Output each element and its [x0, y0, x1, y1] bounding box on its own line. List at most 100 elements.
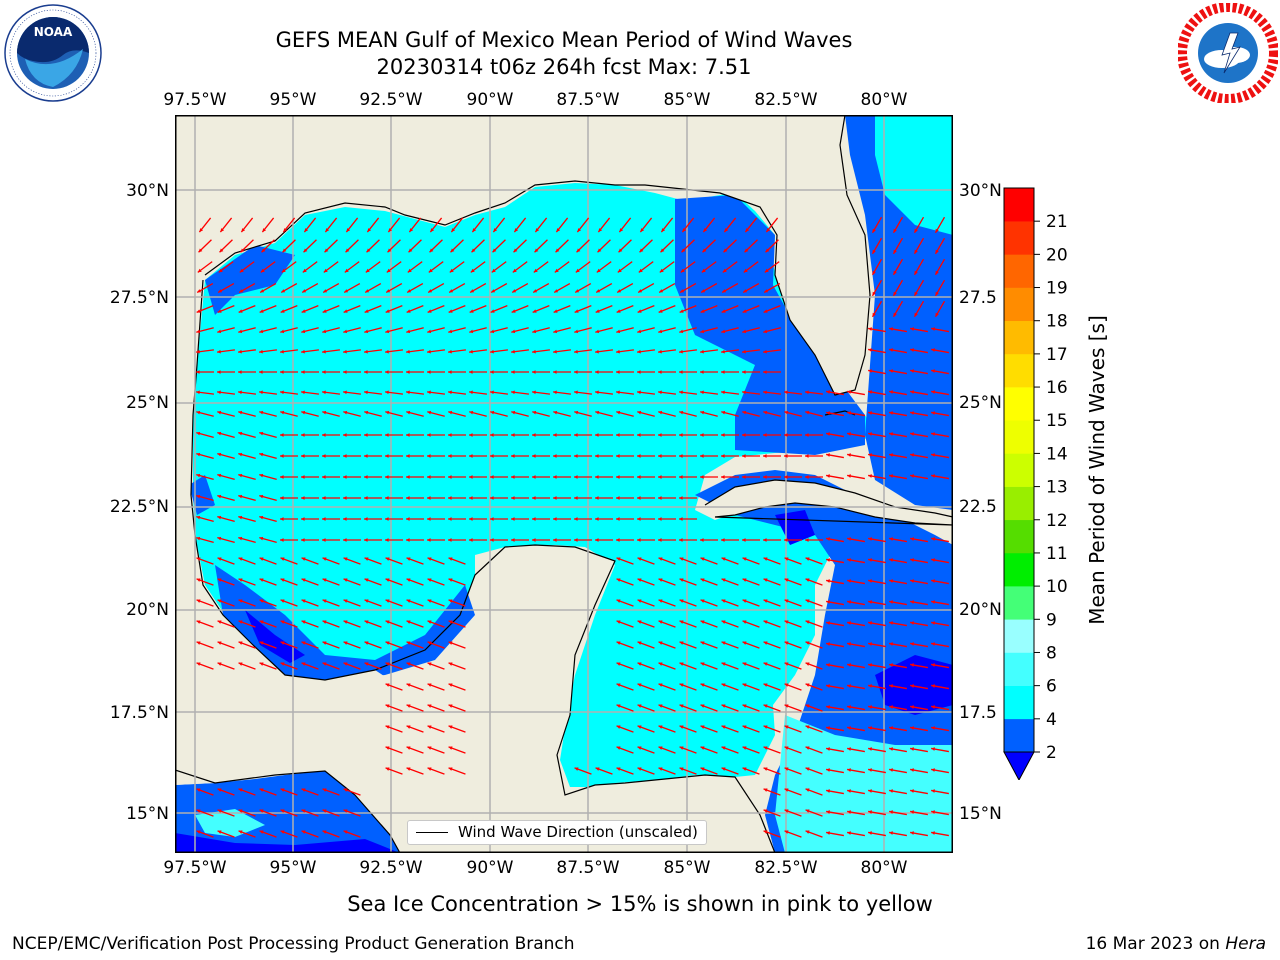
wind-arrow-head: [784, 662, 789, 666]
wind-arrow-head: [385, 496, 389, 500]
wind-arrow-head: [260, 289, 265, 293]
wind-arrow-head: [304, 228, 309, 233]
wind-arrow-head: [364, 475, 368, 479]
wind-arrow-head: [385, 683, 390, 687]
wind-arrow-head: [533, 289, 538, 293]
wind-arrow-head: [448, 370, 452, 374]
wind-arrow-head: [658, 557, 663, 561]
wind-arrow-head: [259, 431, 264, 436]
wind-arrow-head: [532, 329, 537, 334]
wind-arrow-head: [784, 578, 789, 582]
wind-arrow-head: [574, 475, 578, 479]
colorbar-box: [1004, 619, 1034, 653]
wind-arrow-head: [805, 704, 810, 708]
wind-arrow-head: [931, 390, 935, 394]
wind-arrow-head: [448, 538, 452, 542]
wind-arrow-head: [847, 453, 851, 457]
wind-arrow-head: [784, 746, 789, 750]
wind-arrow-head: [427, 641, 432, 645]
wind-arrow-head: [721, 704, 726, 708]
wind-arrow-head: [427, 557, 432, 561]
wind-arrow-head: [301, 475, 305, 479]
wind-arrow-head: [490, 517, 494, 521]
wind-arrow-head: [448, 517, 452, 521]
wind-arrow-head: [282, 248, 287, 253]
wind-arrow-head: [658, 746, 663, 750]
wind-arrow-head: [805, 410, 810, 415]
wind-arrow-head: [406, 746, 411, 750]
wind-arrow-head: [217, 329, 222, 334]
nearshore-deep-water: [245, 610, 305, 663]
lat-tick: 17.5: [959, 703, 997, 723]
wind-arrow-head: [679, 578, 684, 582]
wind-arrow-head: [826, 600, 830, 604]
wind-arrow-head: [910, 369, 914, 373]
wind-arrow-head: [619, 228, 624, 233]
wind-arrow-head: [910, 684, 914, 688]
wind-arrow-head: [805, 788, 810, 792]
wind-arrow-head: [805, 809, 810, 813]
colorbar-tick-label: 12: [1046, 511, 1068, 531]
wind-arrow-head: [280, 410, 285, 415]
wind-arrow-head: [574, 390, 578, 395]
wind-arrow-head: [490, 329, 495, 334]
wind-arrow-head: [763, 599, 768, 603]
wind-arrow-head: [343, 390, 347, 395]
wind-arrow-head: [595, 538, 599, 542]
wind-arrow-head: [658, 410, 663, 415]
wind-arrow-head: [406, 599, 411, 603]
wind-arrow-head: [637, 329, 642, 334]
wind-arrow-head: [240, 248, 245, 253]
lon-tick: 92.5°W: [359, 858, 423, 878]
wind-arrow-head: [387, 248, 392, 253]
wind-arrow-head: [595, 370, 599, 374]
caribbean-light-water: [775, 715, 953, 853]
wind-arrow-head: [301, 599, 306, 603]
wind-arrow-head: [868, 348, 872, 352]
wind-arrow-head: [427, 767, 432, 771]
wind-arrow-head: [910, 411, 914, 415]
wind-arrow-head: [935, 312, 939, 317]
wind-arrow-head: [658, 704, 663, 708]
wind-arrow-head: [343, 788, 348, 792]
wind-arrow-head: [325, 228, 330, 233]
wind-arrow-head: [763, 454, 767, 458]
wind-arrow-head: [428, 289, 433, 293]
wind-arrow-head: [532, 349, 536, 354]
wind-arrow-head: [343, 662, 348, 666]
wind-arrow-head: [322, 788, 327, 792]
wind-arrow-head: [763, 349, 767, 354]
colorbar-box: [1004, 552, 1034, 587]
wind-arrow-head: [910, 432, 914, 436]
wind-arrow-head: [472, 228, 477, 233]
wind-arrow-head: [893, 312, 897, 317]
wind-arrow-head: [490, 390, 494, 395]
wind-arrow-head: [196, 536, 201, 541]
wind-arrow-head: [805, 390, 809, 395]
wind-arrow-head: [280, 370, 284, 374]
wind-arrow-head: [910, 474, 914, 478]
wind-arrow-head: [301, 662, 306, 666]
wind-arrow-head: [700, 746, 705, 750]
wind-arrow-head: [197, 268, 202, 273]
wind-arrow-head: [280, 309, 285, 313]
wind-arrow-head: [553, 410, 558, 415]
wind-arrow-head: [196, 431, 201, 436]
wind-arrow-head: [469, 475, 473, 479]
wind-arrow-head: [763, 410, 768, 415]
wind-arrow-head: [701, 268, 706, 273]
wind-arrow-head: [910, 579, 914, 583]
wind-arrow-head: [364, 557, 369, 561]
wind-arrow-head: [679, 309, 684, 313]
wind-arrow-head: [784, 683, 789, 687]
wind-arrow-head: [259, 515, 264, 520]
wind-arrow-head: [343, 309, 348, 313]
wind-arrow-head: [535, 228, 540, 233]
wind-arrow-head: [703, 228, 708, 233]
wind-arrow-head: [322, 599, 327, 603]
wind-arrow-head: [679, 370, 683, 374]
wind-arrow-head: [469, 454, 473, 458]
wind-arrow-head: [931, 579, 935, 583]
wind-arrow-head: [784, 725, 789, 729]
wind-arrow-head: [763, 830, 768, 834]
